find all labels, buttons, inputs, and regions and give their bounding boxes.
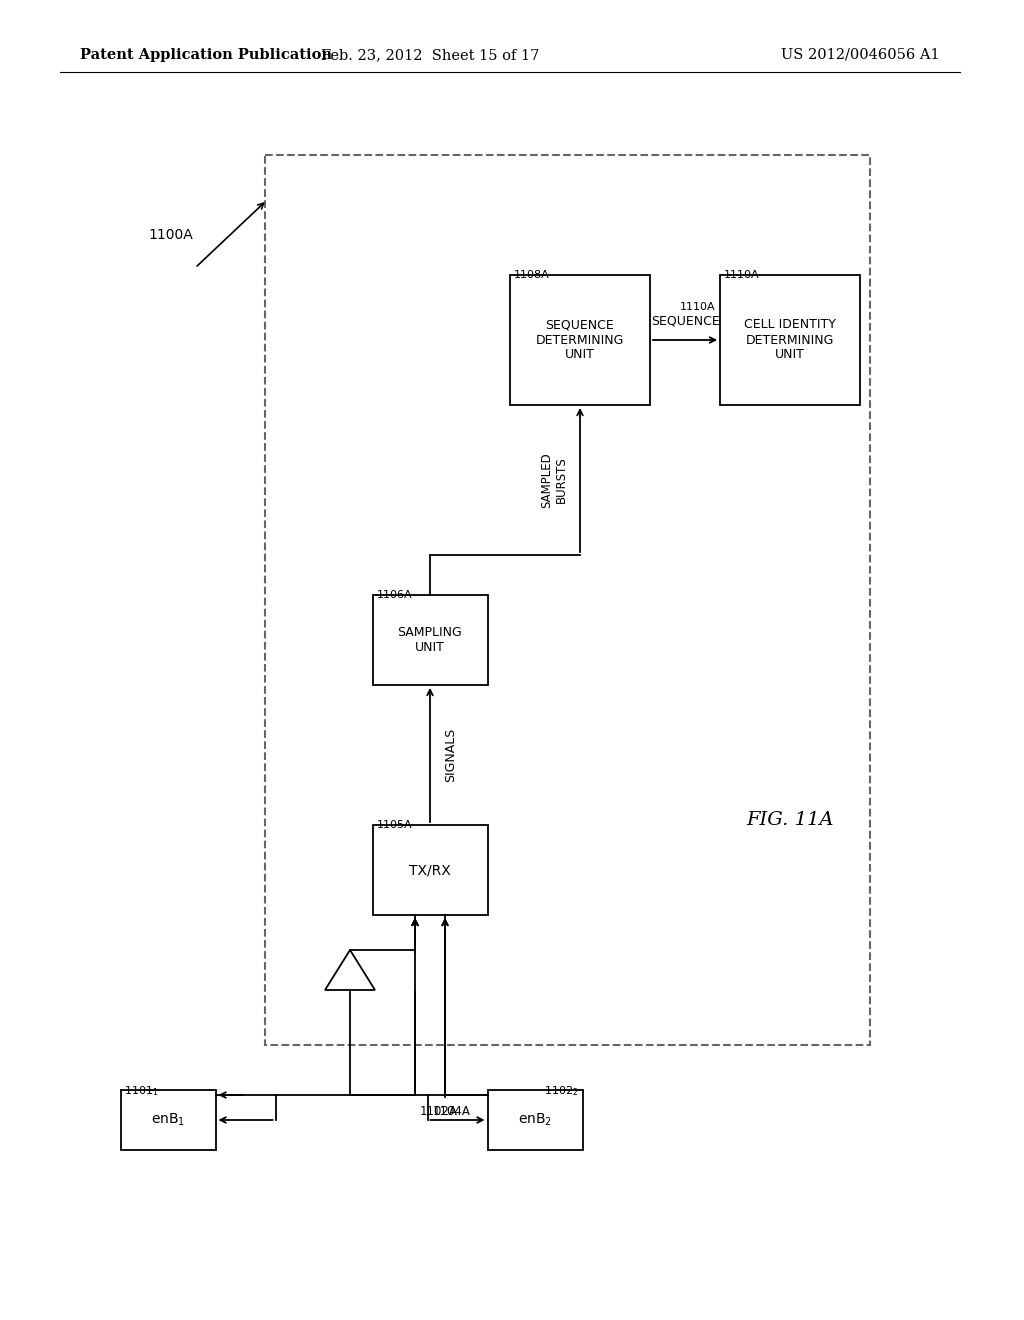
Text: Patent Application Publication: Patent Application Publication (80, 48, 332, 62)
Text: US 2012/0046056 A1: US 2012/0046056 A1 (781, 48, 940, 62)
Bar (265, 154, 870, 1045)
Bar (487, 1090, 583, 1150)
Text: 1102A: 1102A (420, 1105, 458, 1118)
Bar (720, 275, 860, 405)
Text: SEQUENCE: SEQUENCE (650, 315, 720, 327)
Text: CELL IDENTITY
DETERMINING
UNIT: CELL IDENTITY DETERMINING UNIT (744, 318, 836, 362)
Text: Feb. 23, 2012  Sheet 15 of 17: Feb. 23, 2012 Sheet 15 of 17 (321, 48, 540, 62)
Text: 1108A: 1108A (514, 271, 550, 280)
Text: 1104A: 1104A (432, 1105, 470, 1118)
Text: 1101$_1$: 1101$_1$ (125, 1084, 159, 1098)
Bar (373, 595, 487, 685)
Text: SEQUENCE
DETERMINING
UNIT: SEQUENCE DETERMINING UNIT (536, 318, 625, 362)
Text: SAMPLING
UNIT: SAMPLING UNIT (397, 626, 463, 653)
Text: FIG. 11A: FIG. 11A (746, 810, 834, 829)
Bar (121, 1090, 215, 1150)
Text: enB$_2$: enB$_2$ (518, 1111, 552, 1129)
Bar (510, 275, 650, 405)
Text: 1106A: 1106A (377, 590, 412, 601)
Text: SIGNALS: SIGNALS (444, 727, 457, 783)
Text: 1110A: 1110A (679, 302, 715, 312)
Text: SAMPLED
BURSTS: SAMPLED BURSTS (540, 453, 568, 508)
Text: enB$_1$: enB$_1$ (151, 1111, 185, 1129)
Text: TX/RX: TX/RX (410, 863, 451, 876)
Text: 1105A: 1105A (377, 820, 412, 830)
Bar (373, 825, 487, 915)
Text: 1110A: 1110A (724, 271, 760, 280)
Text: 1100A: 1100A (148, 228, 193, 242)
Text: 1102$_2$: 1102$_2$ (544, 1084, 579, 1098)
